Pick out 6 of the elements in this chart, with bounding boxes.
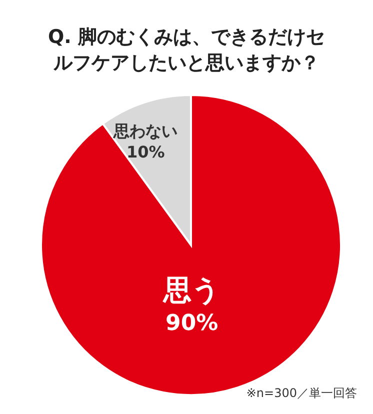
text: ※n=300／単一回答 (246, 385, 357, 402)
chart-title: Q. 脚のむくみは、できるだけセルフケアしたいと思いますか？ (47, 25, 326, 76)
slice-label: 思わない (112, 122, 178, 141)
slice-label: 思う (162, 273, 220, 306)
data-label: 90% (166, 311, 218, 336)
data-label: 10% (126, 142, 165, 162)
